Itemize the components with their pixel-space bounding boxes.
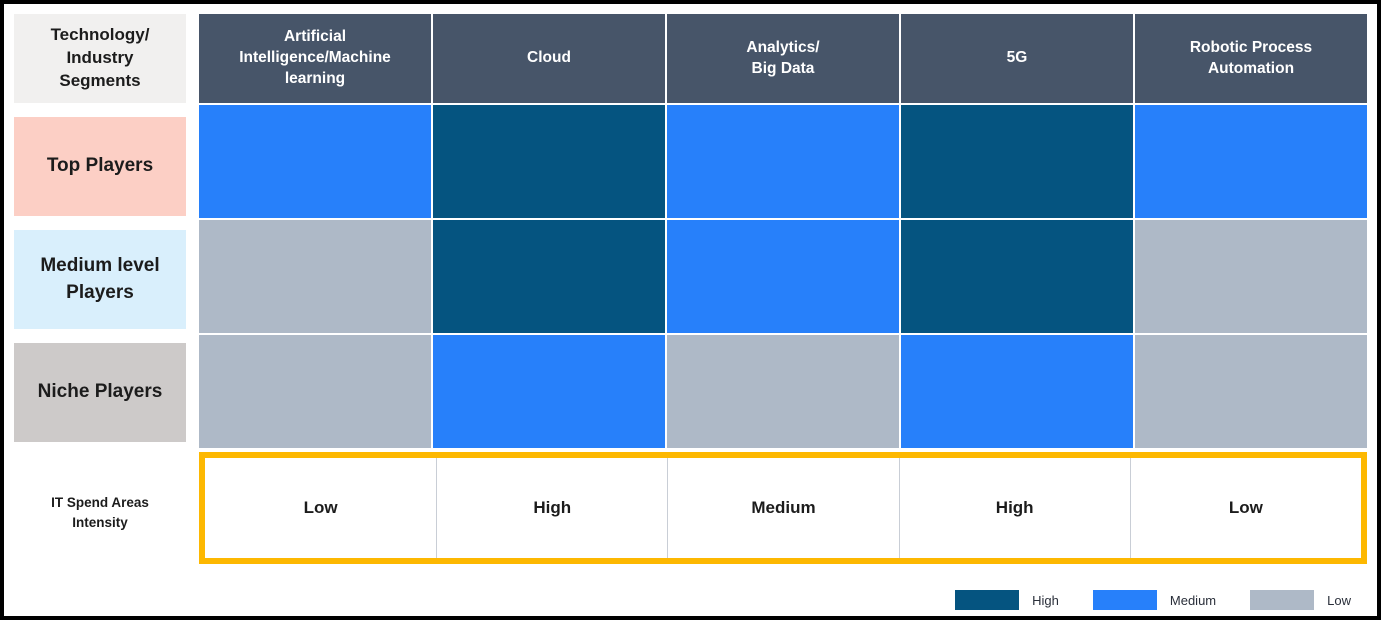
column-header: Cloud — [433, 14, 665, 103]
row-label: Niche Players — [14, 343, 186, 442]
row-labels-column: Technology/ Industry Segments Top Player… — [14, 14, 186, 569]
matrix-cell-low — [667, 335, 899, 448]
legend: High Medium Low — [955, 590, 1351, 610]
matrix-cell-high — [433, 220, 665, 333]
intensity-value: Low — [1129, 458, 1361, 558]
matrix-cell-high — [901, 220, 1133, 333]
column-header-row: Artificial Intelligence/Machine learning… — [199, 14, 1367, 103]
matrix-cell-medium — [199, 105, 431, 218]
matrix: Technology/ Industry Segments Top Player… — [14, 14, 1367, 569]
row-label: Top Players — [14, 117, 186, 216]
column-header: 5G — [901, 14, 1133, 103]
legend-item: Medium — [1092, 590, 1217, 610]
matrix-cell-medium — [901, 335, 1133, 448]
matrix-cell-medium — [433, 335, 665, 448]
legend-item: Low — [1250, 590, 1351, 610]
matrix-cell-medium — [667, 220, 899, 333]
column-header: Analytics/ Big Data — [667, 14, 899, 103]
legend-swatch-medium — [1092, 590, 1157, 610]
matrix-cell-low — [1135, 335, 1367, 448]
matrix-row — [199, 105, 1367, 218]
legend-label: Medium — [1169, 592, 1217, 608]
matrix-cell-low — [199, 220, 431, 333]
intensity-row-box: Low High Medium High Low — [199, 452, 1367, 564]
row-label: Medium level Players — [14, 230, 186, 329]
legend-swatch-high — [955, 590, 1020, 610]
matrix-row — [199, 220, 1367, 333]
column-header: Artificial Intelligence/Machine learning — [199, 14, 431, 103]
matrix-cell-high — [901, 105, 1133, 218]
row-labels: Top Players Medium level Players Niche Pla… — [14, 103, 186, 442]
data-rows — [199, 103, 1367, 448]
corner-label: Technology/ Industry Segments — [14, 14, 186, 103]
grid-area: Artificial Intelligence/Machine learning… — [199, 14, 1367, 569]
matrix-cell-low — [199, 335, 431, 448]
column-header: Robotic Process Automation — [1135, 14, 1367, 103]
legend-item: High — [955, 590, 1059, 610]
intensity-value: Low — [205, 458, 437, 558]
intensity-value: High — [898, 458, 1130, 558]
intensity-value: Medium — [667, 458, 899, 558]
matrix-cell-low — [1135, 220, 1367, 333]
intensity-row: Low High Medium High Low — [205, 458, 1361, 558]
legend-swatch-low — [1250, 590, 1315, 610]
intensity-value: High — [436, 458, 668, 558]
legend-label: Low — [1327, 592, 1351, 608]
intensity-row-label: IT Spend Areas Intensity — [14, 457, 186, 569]
matrix-cell-medium — [667, 105, 899, 218]
matrix-cell-medium — [1135, 105, 1367, 218]
matrix-cell-high — [433, 105, 665, 218]
matrix-row — [199, 335, 1367, 448]
legend-label: High — [1032, 592, 1059, 608]
